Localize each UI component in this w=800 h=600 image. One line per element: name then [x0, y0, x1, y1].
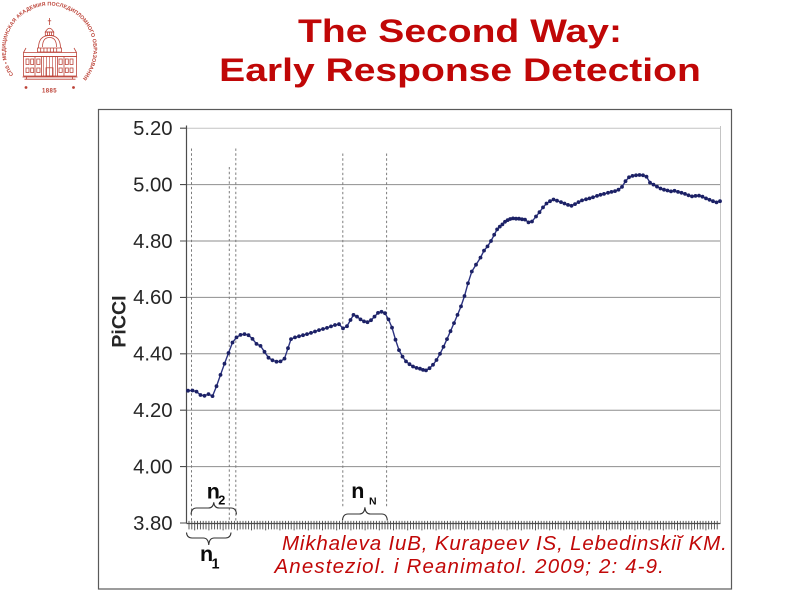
- svg-text:1885: 1885: [42, 89, 57, 95]
- svg-text:4.60: 4.60: [133, 287, 172, 309]
- svg-text:4.80: 4.80: [133, 231, 172, 253]
- svg-text:n: n: [207, 480, 220, 504]
- svg-text:4.20: 4.20: [133, 400, 172, 422]
- svg-text:5.00: 5.00: [133, 174, 172, 196]
- svg-text:3.80: 3.80: [133, 513, 172, 535]
- svg-text:PiCCI: PiCCI: [109, 295, 131, 347]
- svg-text:n: n: [200, 542, 213, 566]
- svg-text:2: 2: [218, 494, 225, 508]
- svg-text:n: n: [351, 479, 364, 503]
- svg-text:4.00: 4.00: [133, 456, 172, 478]
- svg-text:N: N: [369, 496, 377, 508]
- svg-text:4.40: 4.40: [133, 344, 172, 366]
- svg-text:1: 1: [212, 557, 220, 573]
- svg-text:5.20: 5.20: [133, 118, 172, 140]
